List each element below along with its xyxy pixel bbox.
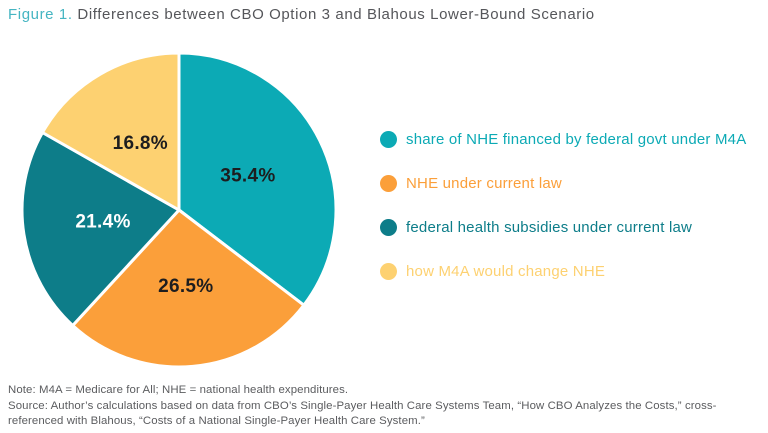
legend-dot-icon xyxy=(380,218,397,236)
legend-dot-icon xyxy=(380,262,397,280)
note-text: Note: M4A = Medicare for All; NHE = nati… xyxy=(8,384,349,396)
pie-chart-area: 35.4% 26.5% 21.4% 16.8% xyxy=(19,50,339,370)
legend-label: how M4A would change NHE xyxy=(406,262,606,280)
legend-dot-icon xyxy=(380,130,397,148)
figure-number-label: Figure 1. xyxy=(8,6,73,23)
pie-slice-2 xyxy=(20,131,181,328)
figure-title-text: Differences between CBO Option 3 and Bla… xyxy=(77,6,595,23)
figure-title: Figure 1. Differences between CBO Option… xyxy=(8,6,595,23)
pie-slice-value-label: 16.8% xyxy=(113,133,168,154)
footnotes: Note: M4A = Medicare for All; NHE = nati… xyxy=(8,383,764,430)
legend-item: federal health subsidies under current l… xyxy=(380,214,746,240)
chart-legend: share of NHE financed by federal govt un… xyxy=(380,126,746,302)
pie-slice-value-label: 26.5% xyxy=(158,276,213,297)
pie-slice-0 xyxy=(177,51,338,307)
legend-label: NHE under current law xyxy=(406,174,562,192)
legend-label: federal health subsidies under current l… xyxy=(406,218,693,236)
pie-slice-value-label: 21.4% xyxy=(75,211,130,232)
pie-chart: 35.4% 26.5% 21.4% 16.8% xyxy=(20,51,338,369)
legend-item: share of NHE financed by federal govt un… xyxy=(380,126,746,152)
source-text-line1: Source: Author’s calculations based on d… xyxy=(8,399,717,412)
pie-slice-3 xyxy=(40,51,181,212)
legend-item: how M4A would change NHE xyxy=(380,258,746,284)
pie-slice-value-label: 35.4% xyxy=(220,165,275,186)
legend-label: share of NHE financed by federal govt un… xyxy=(406,130,747,148)
legend-dot-icon xyxy=(380,174,397,192)
legend-item: NHE under current law xyxy=(380,170,746,196)
source-text-line2: referenced with Blahous, “Costs of a Nat… xyxy=(8,415,425,428)
pie-slice-1 xyxy=(71,208,306,369)
